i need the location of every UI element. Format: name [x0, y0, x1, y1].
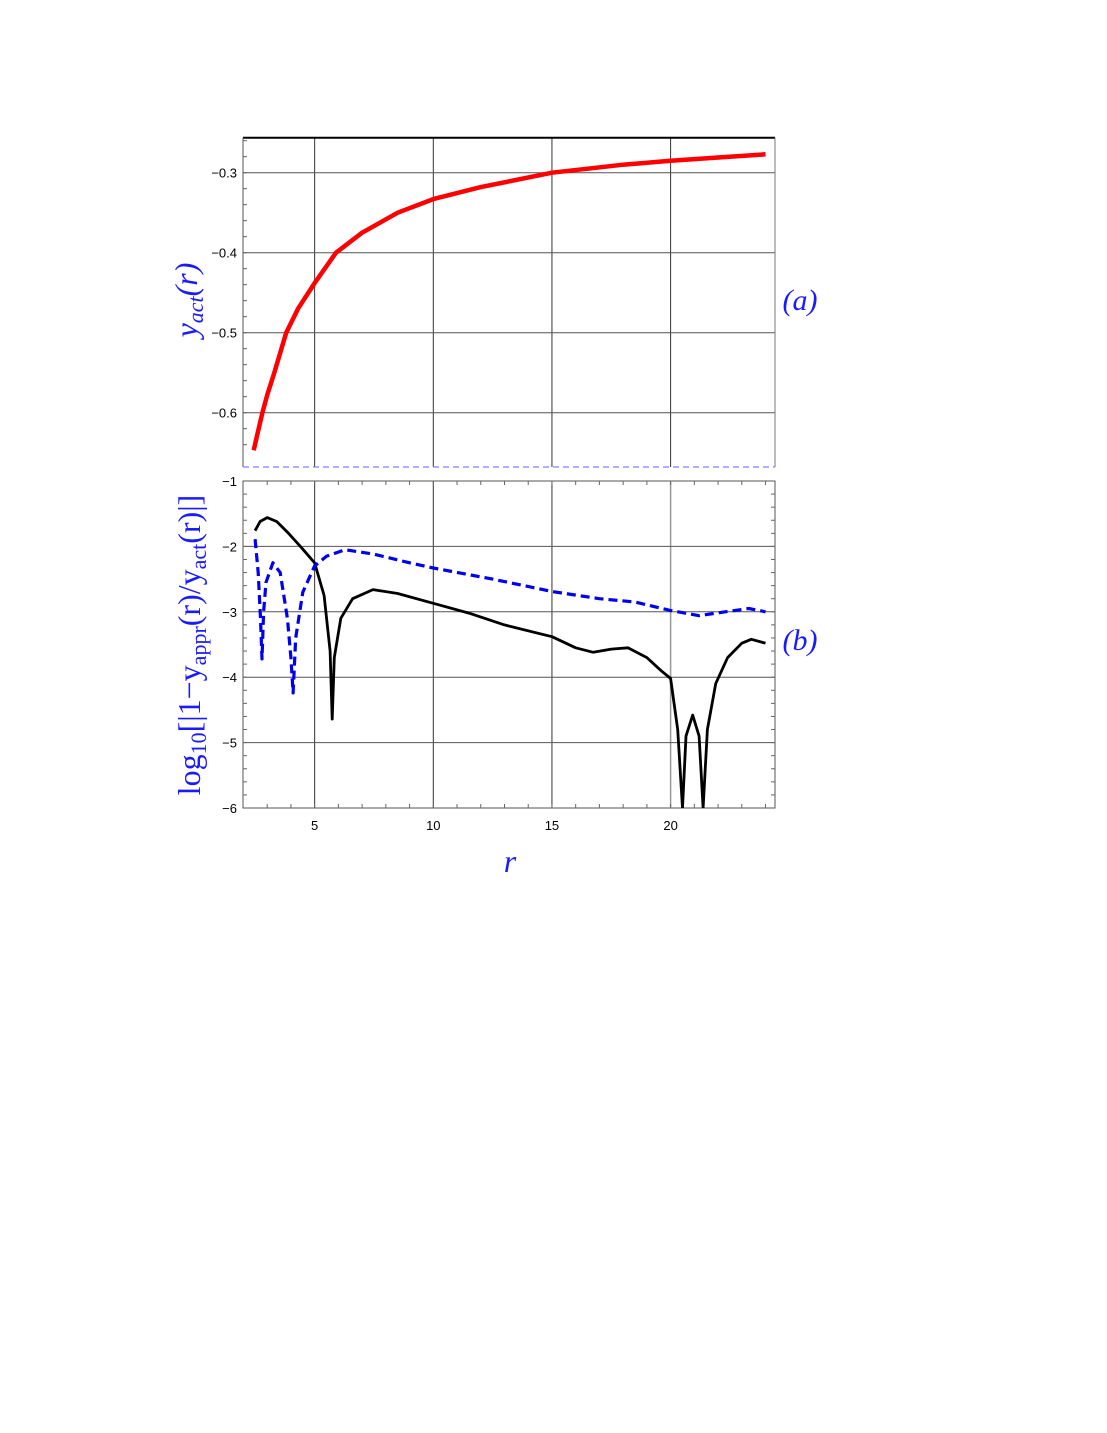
x-tick-label: 10 — [426, 818, 440, 833]
panel-a-y-tick-labels: −0.3 −0.4 −0.5 −0.6 — [211, 166, 237, 421]
blue-dashed-error-curve — [253, 539, 766, 695]
panel-a-tick-marks — [243, 140, 247, 446]
x-tick-label: 20 — [663, 818, 677, 833]
x-tick-label: 15 — [545, 818, 559, 833]
panel-b-tick-marks — [243, 481, 775, 808]
x-tick-label: 5 — [311, 818, 318, 833]
panel-a-plot: −0.3 −0.4 −0.5 −0.6 yact(r) (a) — [168, 136, 818, 468]
panel-b-frame — [242, 480, 776, 809]
y-tick-label: −5 — [222, 736, 237, 751]
panel-a-tag: (a) — [783, 284, 818, 317]
y-tick-label: −0.3 — [211, 166, 237, 181]
panel-b-y-tick-labels: −1 −2 −3 −4 −5 −6 — [222, 474, 237, 816]
panel-b-y-axis-label: log10[|1−yappr(r)/yact(r)|] — [171, 495, 211, 796]
panel-b-plot: −1 −2 −3 −4 −5 −6 5 10 15 20 log10[|1−yappr(r)/y… — [171, 474, 817, 879]
y-tick-label: −1 — [222, 474, 237, 489]
y-tick-label: −0.4 — [211, 246, 237, 261]
y-tick-label: −2 — [222, 539, 237, 554]
y-tick-label: −6 — [222, 801, 237, 816]
x-axis-label: r — [504, 843, 517, 879]
y-act-curve — [251, 152, 766, 451]
panel-a-y-axis-label: yact(r) — [168, 263, 208, 341]
panel-a-background — [243, 137, 775, 467]
y-tick-label: −3 — [222, 605, 237, 620]
y-tick-label: −0.5 — [211, 326, 237, 341]
panel-a-gridlines — [243, 137, 775, 467]
panel-b-x-tick-labels: 5 10 15 20 — [311, 818, 678, 833]
black-solid-error-curve — [253, 516, 766, 808]
y-tick-label: −4 — [222, 670, 237, 685]
panel-b-tag: (b) — [783, 624, 818, 657]
y-tick-label: −0.6 — [211, 406, 237, 421]
